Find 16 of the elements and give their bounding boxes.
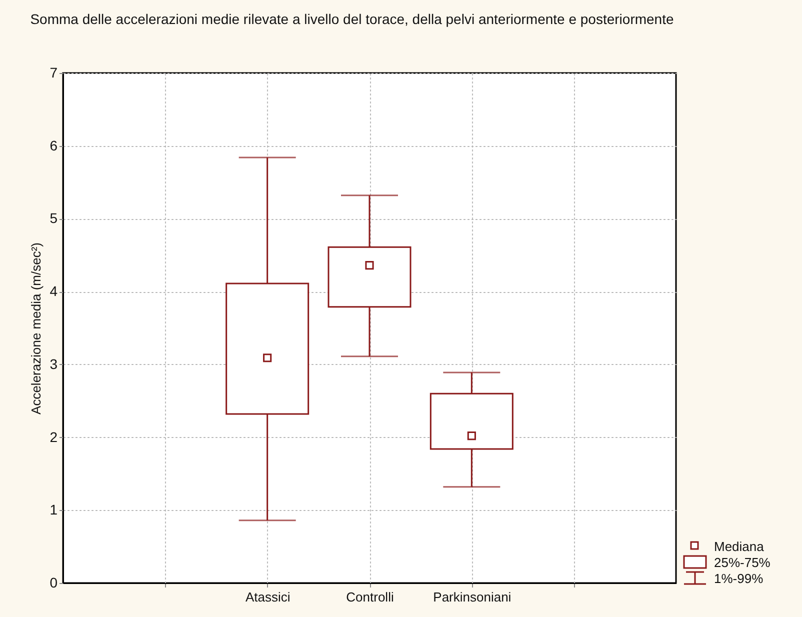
x-tick-label: Parkinsoniani (433, 590, 512, 604)
text: 25%-75% (714, 554, 770, 570)
text: 1%-99% (714, 570, 764, 586)
y-tick-label: 0 (50, 574, 58, 590)
y-axis-title: Accelerazione media (m/sec²) (28, 242, 44, 414)
x-tick-label: Atassici (245, 590, 290, 604)
chart-title: Somma delle accelerazioni medie rilevate a livello del torace, della pelvi anteriormente e posteriormente (29, 10, 675, 29)
y-tick-label: 6 (50, 137, 58, 154)
y-tick-label: 5 (50, 210, 58, 226)
y-tick-label: 1 (50, 502, 58, 518)
y-tick-label: 3 (50, 356, 58, 372)
y-tick-label: 4 (50, 283, 58, 300)
text: Mediana (714, 538, 764, 554)
x-tick-label: Controlli (346, 590, 394, 604)
y-tick-label: 2 (50, 428, 58, 445)
y-tick-label: 7 (50, 64, 58, 80)
